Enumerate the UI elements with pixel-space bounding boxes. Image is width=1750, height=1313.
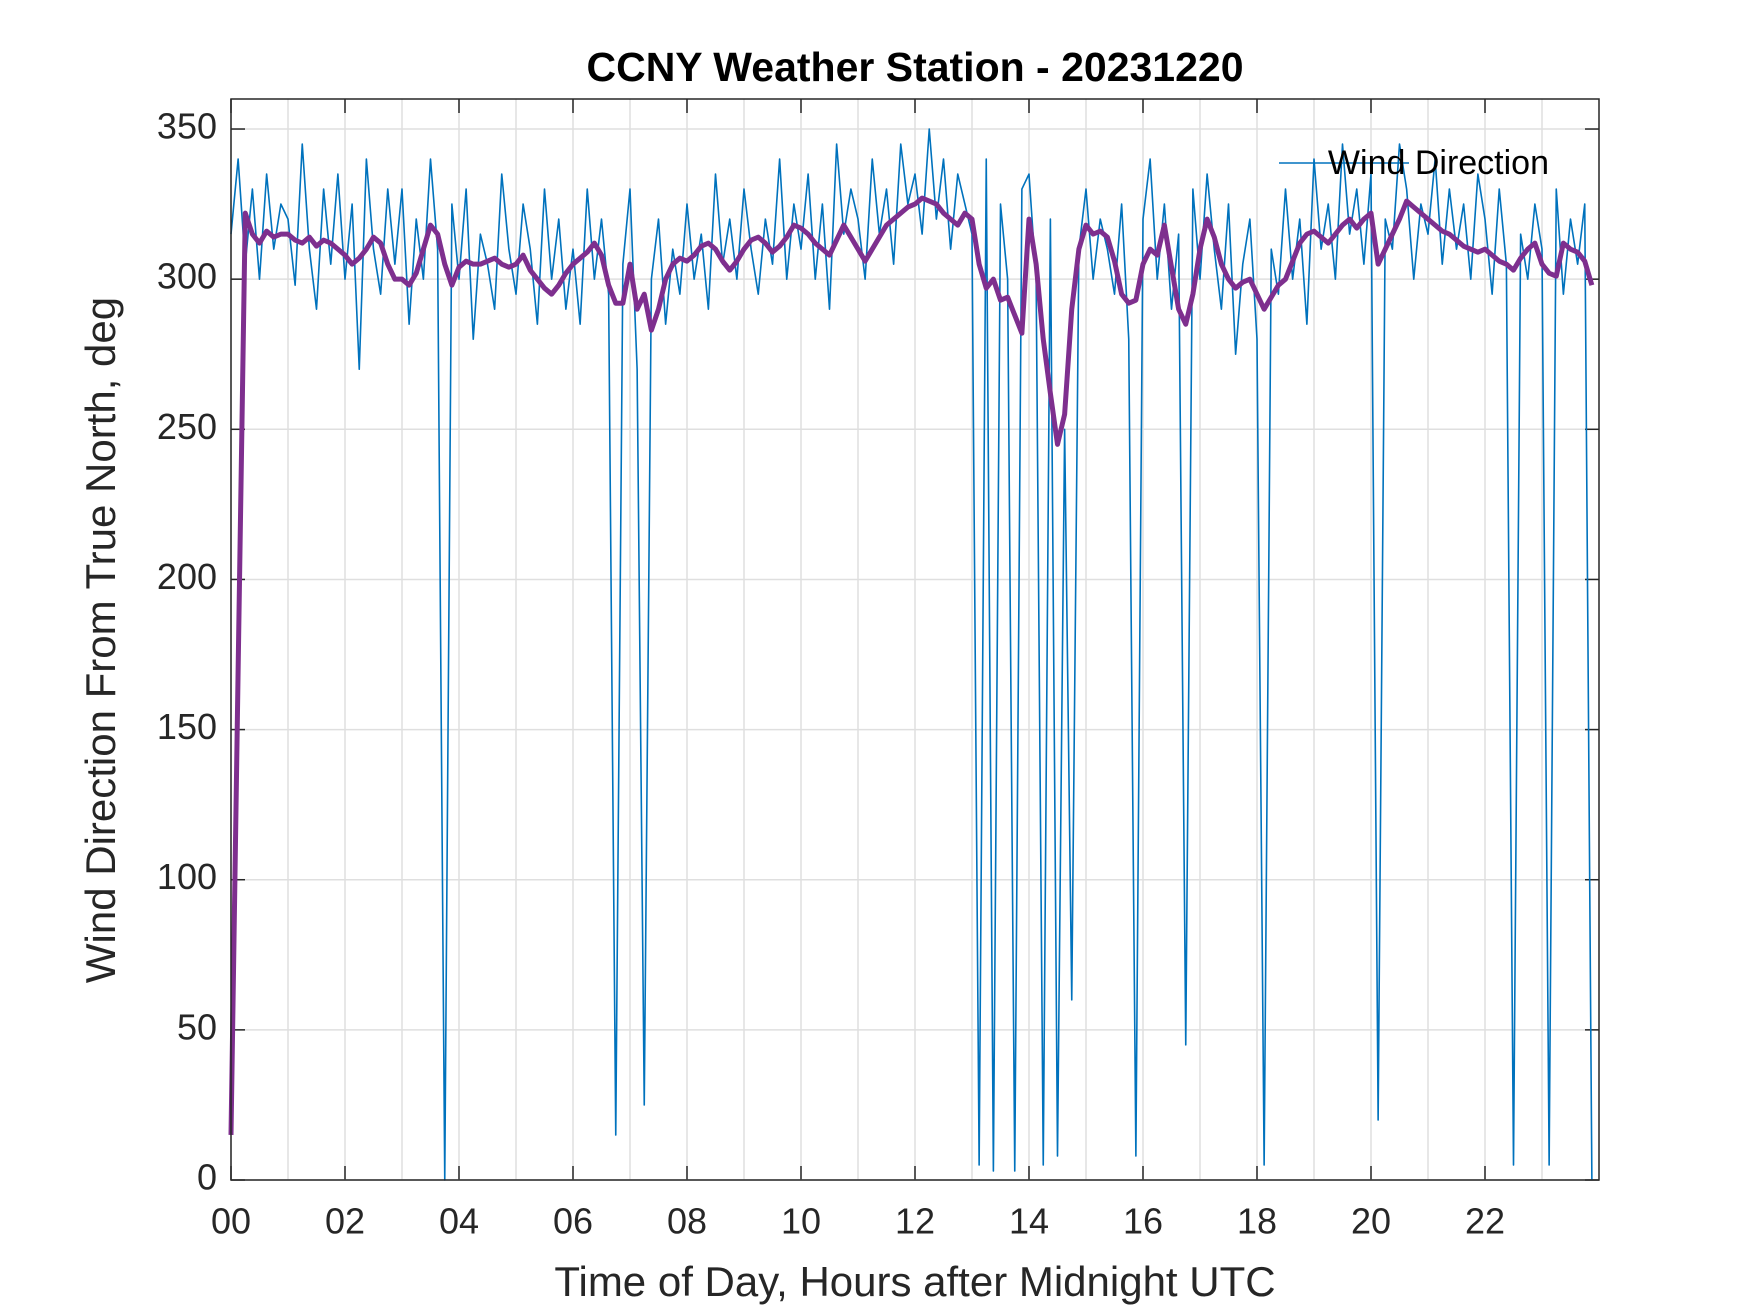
y-tick-label: 250 bbox=[157, 406, 217, 447]
chart-title: CCNY Weather Station - 20231220 bbox=[586, 44, 1243, 90]
x-axis-label: Time of Day, Hours after Midnight UTC bbox=[554, 1258, 1275, 1305]
x-tick-label: 22 bbox=[1465, 1201, 1505, 1242]
x-tick-label: 10 bbox=[781, 1201, 821, 1242]
y-tick-label: 100 bbox=[157, 856, 217, 897]
y-tick-label: 350 bbox=[157, 106, 217, 147]
x-tick-label: 16 bbox=[1123, 1201, 1163, 1242]
x-tick-label: 06 bbox=[553, 1201, 593, 1242]
y-tick-label: 200 bbox=[157, 556, 217, 597]
legend-label: Wind Direction bbox=[1328, 144, 1549, 182]
x-tick-label: 18 bbox=[1237, 1201, 1277, 1242]
x-tick-label: 20 bbox=[1351, 1201, 1391, 1242]
y-tick-label: 150 bbox=[157, 706, 217, 747]
series-line bbox=[230, 128, 1593, 1181]
y-axis-label: Wind Direction From True North, deg bbox=[77, 297, 124, 983]
y-tick-label: 300 bbox=[157, 256, 217, 297]
x-tick-label: 14 bbox=[1009, 1201, 1049, 1242]
y-tick-label: 0 bbox=[197, 1157, 217, 1198]
y-tick-label: 50 bbox=[177, 1006, 217, 1047]
x-tick-label: 00 bbox=[211, 1201, 251, 1242]
x-tick-label: 12 bbox=[895, 1201, 935, 1242]
x-tick-label: 02 bbox=[325, 1201, 365, 1242]
plot-frame bbox=[230, 98, 1600, 1181]
x-tick-label: 04 bbox=[439, 1201, 479, 1242]
series-line bbox=[228, 195, 1595, 1135]
x-tick-label: 08 bbox=[667, 1201, 707, 1242]
